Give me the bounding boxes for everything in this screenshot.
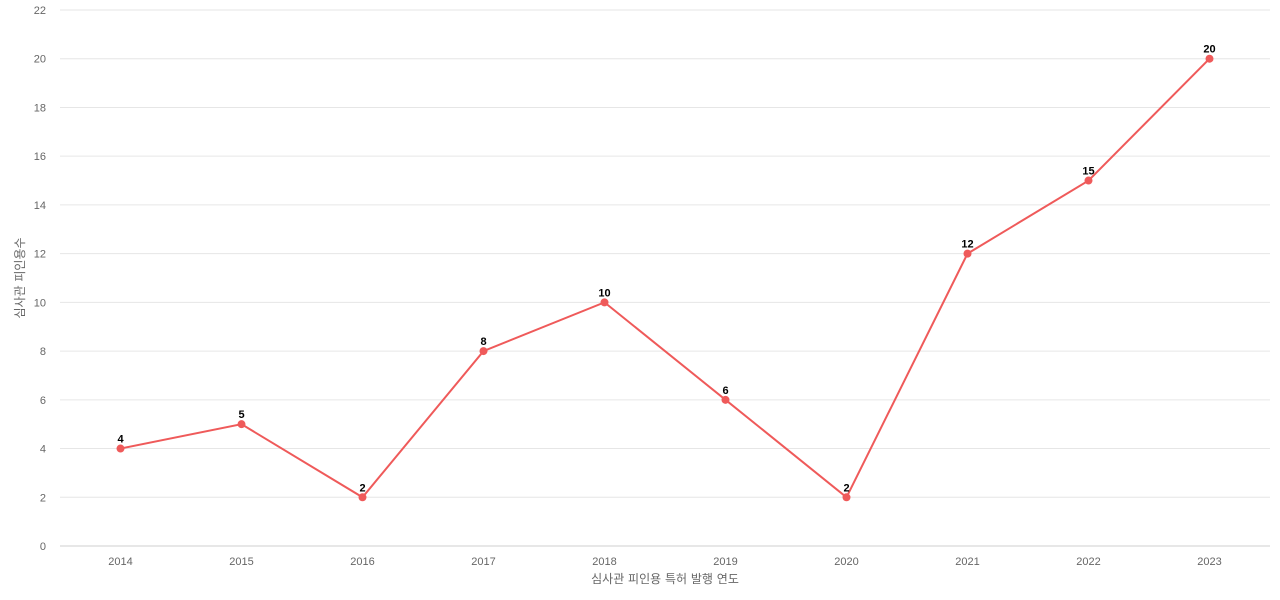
data-label: 2	[843, 482, 849, 494]
y-tick-label: 22	[34, 5, 46, 17]
x-axis-title: 심사관 피인용 특허 발행 연도	[591, 571, 739, 586]
data-point[interactable]	[116, 444, 125, 453]
x-axis-ticks: 2014 2015 2016 2017 2018 2019 2020 2021 2022 2023	[108, 556, 1221, 568]
y-tick-label: 18	[34, 102, 46, 114]
data-point[interactable]	[963, 249, 972, 258]
y-tick-label: 20	[34, 54, 46, 66]
data-point[interactable]	[600, 298, 609, 307]
y-axis-ticks: 0 2 4 6 8 10 12 14 16 18 20 22	[34, 5, 46, 553]
y-tick-label: 6	[40, 395, 46, 407]
x-tick-label: 2020	[834, 556, 858, 568]
data-label: 20	[1203, 44, 1215, 56]
x-tick-label: 2023	[1197, 556, 1221, 568]
grid-lines	[60, 9, 1270, 498]
data-point[interactable]	[358, 493, 367, 502]
y-tick-label: 2	[40, 492, 46, 504]
data-point[interactable]	[479, 347, 488, 356]
series-group	[116, 54, 1214, 502]
x-tick-label: 2017	[471, 556, 495, 568]
data-label: 4	[117, 434, 124, 446]
x-tick-label: 2018	[592, 556, 616, 568]
y-tick-label: 10	[34, 297, 46, 309]
data-label: 10	[598, 287, 610, 299]
x-tick-label: 2016	[350, 556, 374, 568]
y-tick-label: 4	[40, 444, 46, 456]
data-labels: 4 5 2 8 10 6 2 12 15 20	[117, 44, 1215, 495]
data-label: 12	[961, 239, 973, 251]
x-tick-label: 2019	[713, 556, 737, 568]
data-point[interactable]	[721, 395, 730, 404]
data-label: 2	[359, 482, 365, 494]
data-point[interactable]	[1205, 54, 1214, 63]
y-tick-label: 12	[34, 249, 46, 261]
data-label: 6	[722, 385, 728, 397]
data-label: 15	[1082, 166, 1094, 178]
y-tick-label: 14	[34, 200, 46, 212]
x-tick-label: 2021	[955, 556, 979, 568]
x-tick-label: 2015	[229, 556, 253, 568]
x-tick-label: 2022	[1076, 556, 1100, 568]
y-axis-title: 심사관 피인용수	[13, 237, 27, 318]
x-tick-label: 2014	[108, 556, 132, 568]
y-tick-label: 16	[34, 151, 46, 163]
data-point[interactable]	[1084, 176, 1093, 185]
series-line	[120, 58, 1211, 499]
data-label: 5	[238, 409, 244, 421]
y-tick-label: 8	[40, 346, 46, 358]
data-point[interactable]	[842, 493, 851, 502]
y-tick-label: 0	[40, 541, 46, 553]
data-point[interactable]	[237, 420, 246, 429]
data-label: 8	[480, 336, 486, 348]
